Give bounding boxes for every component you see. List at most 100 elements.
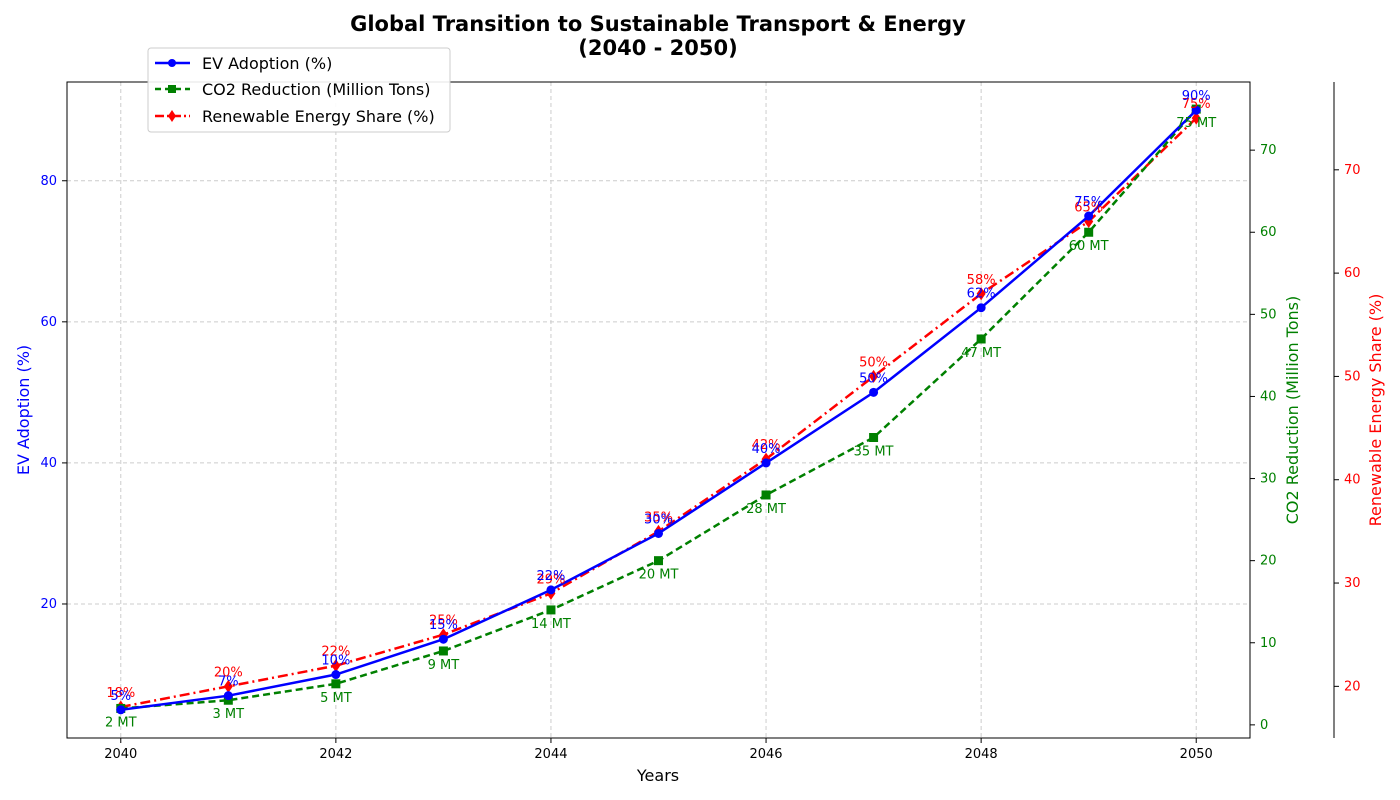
data-point-ev (331, 670, 341, 680)
data-label-co2: 75 MT (1176, 116, 1216, 131)
data-label-co2: 20 MT (639, 568, 679, 583)
data-label-renewable: 25% (429, 614, 458, 629)
data-point-co2 (976, 334, 986, 344)
series-line-renewable (120, 117, 1198, 709)
data-label-ev: 15% (429, 618, 458, 633)
series-layer (116, 104, 1201, 715)
data-point-co2 (331, 679, 341, 689)
legend-marker-ev (168, 59, 176, 67)
data-label-co2: 14 MT (531, 617, 571, 632)
data-point-co2 (438, 646, 448, 656)
data-label-ev: 10% (321, 654, 350, 669)
right-y-tick-label: 30 (1260, 472, 1277, 487)
data-label-co2: 5 MT (320, 691, 352, 706)
x-tick-label: 2050 (1180, 747, 1213, 762)
far-right-y-tick-label: 40 (1344, 473, 1361, 488)
data-point-co2 (654, 556, 663, 566)
data-label-co2: 3 MT (213, 707, 245, 722)
data-label-renewable: 29% (537, 572, 566, 587)
data-label-renewable: 22% (321, 645, 350, 660)
data-point-ev (546, 585, 556, 595)
data-point-ev (1191, 105, 1201, 115)
legend-label-renewable: Renewable Energy Share (%) (202, 107, 435, 126)
left-y-tick-label: 40 (40, 456, 57, 471)
right-y-tick-label: 70 (1260, 143, 1277, 158)
data-point-renewable (223, 679, 233, 693)
right-y-tick-label: 0 (1260, 718, 1268, 733)
series-line-co2 (120, 108, 1198, 710)
left-y-axis-label: EV Adoption (%) (14, 345, 33, 475)
far-right-y-tick-label: 70 (1344, 163, 1361, 178)
legend-entry-renewable: Renewable Energy Share (%) (155, 107, 435, 126)
data-label-ev: 75% (1074, 195, 1103, 210)
data-point-ev (438, 634, 448, 644)
right-y-tick-label: 40 (1260, 389, 1277, 404)
data-label-renewable: 65% (1074, 200, 1103, 215)
data-point-ev (116, 705, 126, 715)
right-y-axis-label: CO2 Reduction (Million Tons) (1283, 296, 1302, 525)
far-right-y-tick-label: 20 (1344, 679, 1361, 694)
axes-layer: 2040 2042 2044 2046 2048 20502040608001020304… (40, 81, 1361, 762)
data-point-co2 (223, 695, 233, 705)
legend: EV Adoption (%) CO2 Reduction (Million T… (147, 47, 451, 133)
data-label-renewable: 75% (1182, 97, 1211, 112)
right-y-tick-label: 50 (1260, 307, 1277, 322)
plot-frame (66, 81, 1251, 739)
legend-label-co2: CO2 Reduction (Million Tons) (202, 80, 431, 99)
data-label-ev: 30% (644, 512, 673, 527)
legend-entry-ev: EV Adoption (%) (155, 54, 332, 73)
data-point-ev (761, 458, 771, 468)
data-label-ev: 7% (218, 675, 239, 690)
data-label-co2: 9 MT (428, 658, 460, 673)
data-point-renewable (976, 287, 986, 301)
data-labels-layer: 18%20%22%25%29%35%42%50%58%65%75%2 MT3 M… (105, 89, 1216, 730)
data-label-renewable: 58% (967, 273, 996, 288)
data-label-co2: 60 MT (1069, 239, 1109, 254)
x-tick-label: 2040 (104, 747, 137, 762)
data-label-renewable: 18% (106, 686, 135, 701)
data-label-co2: 28 MT (746, 502, 786, 517)
far-right-y-tick-label: 60 (1344, 266, 1361, 281)
legend-marker-renewable (168, 110, 176, 122)
data-label-co2: 35 MT (854, 445, 894, 460)
x-tick-label: 2046 (749, 747, 782, 762)
x-tick-label: 2044 (534, 747, 567, 762)
left-y-tick-label: 80 (40, 174, 57, 189)
data-point-renewable (869, 369, 879, 383)
data-point-co2 (1084, 227, 1094, 237)
data-label-co2: 2 MT (105, 715, 137, 730)
data-point-ev (654, 528, 663, 538)
data-label-co2: 47 MT (961, 346, 1001, 361)
far-right-y-tick-label: 30 (1344, 576, 1361, 591)
data-label-ev: 62% (967, 287, 996, 302)
left-y-tick-label: 20 (40, 597, 57, 612)
right-y-tick-label: 20 (1260, 554, 1277, 569)
data-label-renewable: 42% (752, 438, 781, 453)
data-label-ev: 5% (110, 689, 131, 704)
data-point-renewable (331, 659, 341, 673)
far-right-y-axis-label: Renewable Energy Share (%) (1366, 294, 1385, 527)
data-point-ev (223, 691, 233, 701)
legend-label-ev: EV Adoption (%) (202, 54, 332, 73)
series-line-ev (120, 109, 1198, 712)
data-point-ev (976, 303, 986, 313)
data-point-co2 (546, 605, 556, 615)
right-y-tick-label: 10 (1260, 636, 1277, 651)
left-y-tick-label: 60 (40, 315, 57, 330)
legend-box (147, 47, 451, 133)
x-tick-label: 2042 (319, 747, 352, 762)
far-right-y-tick-label: 50 (1344, 369, 1361, 384)
data-label-renewable: 35% (644, 510, 673, 525)
data-point-co2 (761, 490, 771, 500)
data-label-ev: 90% (1182, 89, 1211, 104)
grid-layer (67, 82, 1250, 738)
data-label-ev: 40% (752, 442, 781, 457)
legend-marker-co2 (168, 85, 176, 93)
x-axis-label: Years (636, 766, 679, 785)
data-label-ev: 50% (859, 371, 888, 386)
data-point-ev (1084, 211, 1094, 221)
data-point-renewable (1191, 111, 1201, 125)
chart-title: Global Transition to Sustainable Transpo… (350, 12, 966, 36)
right-y-tick-label: 60 (1260, 225, 1277, 240)
